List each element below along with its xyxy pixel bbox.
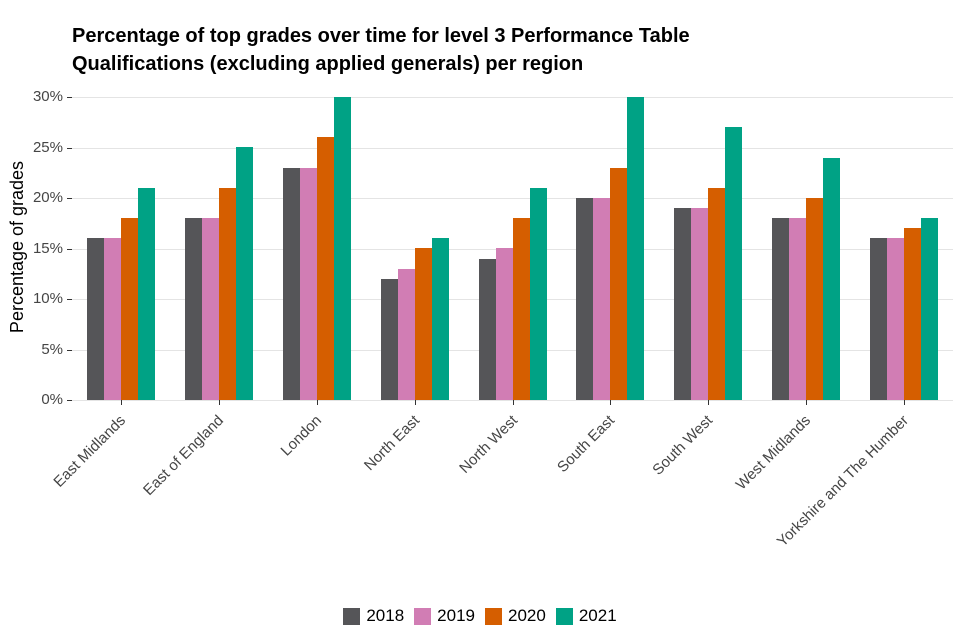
gridline [72, 148, 953, 149]
bar [138, 188, 155, 400]
bar [334, 97, 351, 400]
bar [479, 259, 496, 400]
bar [576, 198, 593, 400]
bar [202, 218, 219, 400]
bar [789, 218, 806, 400]
bar [610, 168, 627, 400]
x-tick-label: North West [456, 412, 522, 477]
legend-swatch [485, 607, 502, 625]
y-tick-label: 10% [32, 290, 63, 307]
bar [496, 248, 513, 400]
bar [708, 188, 725, 400]
chart-title: Percentage of top grades over time for l… [72, 22, 690, 78]
y-tick-mark [67, 400, 72, 401]
legend-item: 2021 [555, 606, 617, 626]
x-tick-mark [415, 400, 416, 405]
x-tick-label: North East [360, 412, 424, 475]
bar [904, 228, 921, 400]
y-tick-label: 30% [32, 88, 63, 105]
bar [725, 127, 742, 400]
legend-label: 2020 [508, 606, 546, 625]
x-tick-label: London [277, 412, 326, 460]
bar [219, 188, 236, 400]
x-tick-mark [219, 400, 220, 405]
x-tick-mark [610, 400, 611, 405]
bar [432, 238, 449, 400]
bar [104, 238, 121, 400]
gridline [72, 198, 953, 199]
bar [674, 208, 691, 400]
bar [691, 208, 708, 400]
gridline [72, 97, 953, 98]
bar [823, 158, 840, 400]
bar [921, 218, 938, 400]
y-tick-label: 20% [32, 189, 63, 206]
x-tick-mark [513, 400, 514, 405]
x-tick-mark [708, 400, 709, 405]
bar [381, 279, 398, 400]
y-tick-label: 25% [32, 139, 63, 156]
x-tick-mark [317, 400, 318, 405]
legend-item: 2018 [343, 606, 404, 626]
legend-swatch [555, 607, 573, 625]
legend: 2018 2019 2020 2021 [0, 601, 960, 631]
x-tick-label: West Midlands [732, 412, 815, 494]
legend-item: 2020 [485, 606, 546, 626]
chart-title-line1: Percentage of top grades over time for l… [72, 25, 690, 47]
x-tick-mark [904, 400, 905, 405]
legend-label: 2018 [366, 606, 405, 625]
bar [593, 198, 610, 400]
x-tick-label: South West [649, 412, 717, 479]
bar [398, 269, 415, 400]
y-tick-mark [67, 350, 72, 351]
bar [806, 198, 823, 400]
bar [870, 238, 887, 400]
chart-title-line2: Qualifications (excluding applied genera… [72, 53, 584, 75]
legend-item: 2019 [414, 606, 475, 626]
bar [530, 188, 547, 400]
y-tick-mark [67, 97, 72, 98]
y-tick-mark [67, 148, 72, 149]
bar [185, 218, 202, 400]
y-tick-mark [67, 198, 72, 199]
bar [317, 137, 334, 400]
bar [887, 238, 904, 400]
bar [300, 168, 317, 400]
x-tick-label: South East [554, 412, 619, 476]
x-tick-mark [806, 400, 807, 405]
bar [121, 218, 138, 400]
y-tick-mark [67, 299, 72, 300]
y-tick-label: 15% [32, 240, 63, 257]
bar [627, 97, 644, 400]
bar [87, 238, 104, 400]
bar [283, 168, 300, 400]
bar [415, 248, 432, 400]
bar [772, 218, 789, 400]
x-tick-label: East of England [140, 412, 228, 499]
gridline [72, 400, 953, 401]
x-tick-label: Yorkshire and The Humber [773, 412, 913, 551]
bar [513, 218, 530, 400]
y-tick-label: 0% [41, 391, 63, 408]
bar [236, 147, 253, 400]
legend-swatch [414, 607, 432, 625]
legend-label: 2021 [578, 606, 617, 625]
y-tick-label: 5% [41, 341, 63, 358]
legend-swatch [343, 607, 361, 625]
y-tick-mark [67, 249, 72, 250]
legend-label: 2019 [437, 606, 475, 625]
x-tick-mark [121, 400, 122, 405]
